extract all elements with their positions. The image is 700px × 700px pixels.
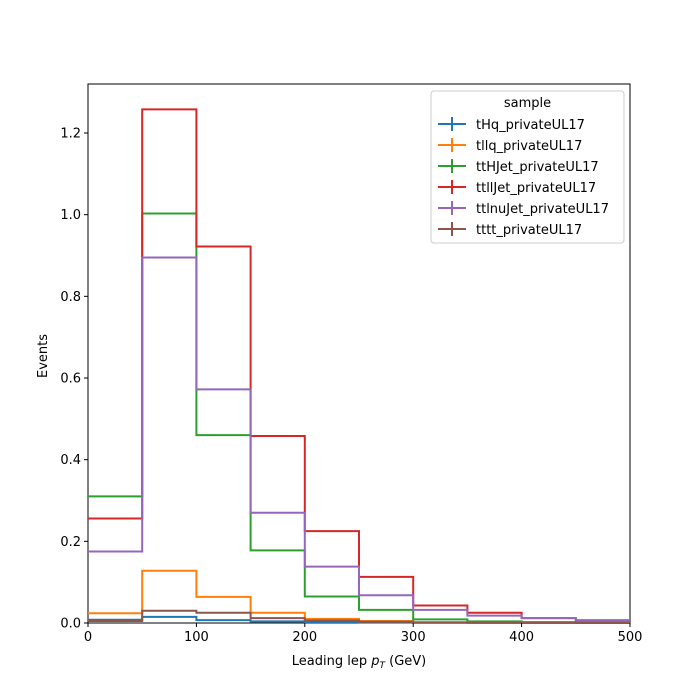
- series-line-ttlnuJet_privateUL17: [88, 256, 630, 622]
- legend-item: ttHJet_privateUL17: [438, 159, 599, 175]
- legend-label: ttllJet_privateUL17: [476, 181, 596, 196]
- legend-label: ttlnuJet_privateUL17: [476, 202, 609, 217]
- x-tick-label: 300: [401, 630, 426, 645]
- x-axis-label-unit: (GeV): [385, 654, 426, 669]
- x-tick-label: 200: [292, 630, 317, 645]
- x-tick-label: 500: [618, 630, 643, 645]
- series-line-tttt_privateUL17: [88, 609, 630, 624]
- y-tick-label: 0.6: [60, 372, 81, 387]
- y-tick-label: 1.2: [60, 127, 81, 142]
- legend-title: sample: [504, 96, 551, 111]
- legend-label: tttt_privateUL17: [476, 223, 582, 238]
- y-axis-label: Events: [36, 334, 51, 378]
- x-tick-label: 100: [184, 630, 209, 645]
- y-tick-label: 0.8: [60, 290, 81, 305]
- x-tick-label: 400: [509, 630, 534, 645]
- x-axis-label-symbol: p: [370, 654, 379, 669]
- x-axis: 0 100 200 300 400 500: [84, 623, 643, 645]
- y-tick-label: 0.0: [60, 617, 81, 632]
- legend-item: tllq_privateUL17: [438, 138, 582, 154]
- y-tick-label: 0.2: [60, 535, 81, 550]
- legend-item: tttt_privateUL17: [438, 222, 582, 238]
- legend-label: ttHJet_privateUL17: [476, 160, 599, 175]
- legend-label: tllq_privateUL17: [476, 139, 582, 154]
- y-axis: 0.0 0.2 0.4 0.6 0.8 1.0 1.2: [60, 127, 88, 632]
- x-axis-label: Leading lep pT (GeV): [292, 654, 426, 671]
- x-axis-label-subscript: T: [379, 661, 386, 671]
- x-tick-label: 0: [84, 630, 92, 645]
- legend-item: tHq_privateUL17: [438, 117, 585, 133]
- series-layer: [88, 108, 630, 624]
- y-tick-label: 0.4: [60, 453, 81, 468]
- x-axis-label-text: Leading lep: [292, 654, 371, 669]
- legend-item: ttllJet_privateUL17: [438, 180, 596, 196]
- legend-item: ttlnuJet_privateUL17: [438, 201, 609, 217]
- legend-label: tHq_privateUL17: [476, 118, 585, 133]
- legend-box: [430, 90, 625, 244]
- legend: sample tHq_privateUL17 tllq_privateUL17 ttH…: [430, 90, 625, 244]
- y-tick-label: 1.0: [60, 208, 81, 223]
